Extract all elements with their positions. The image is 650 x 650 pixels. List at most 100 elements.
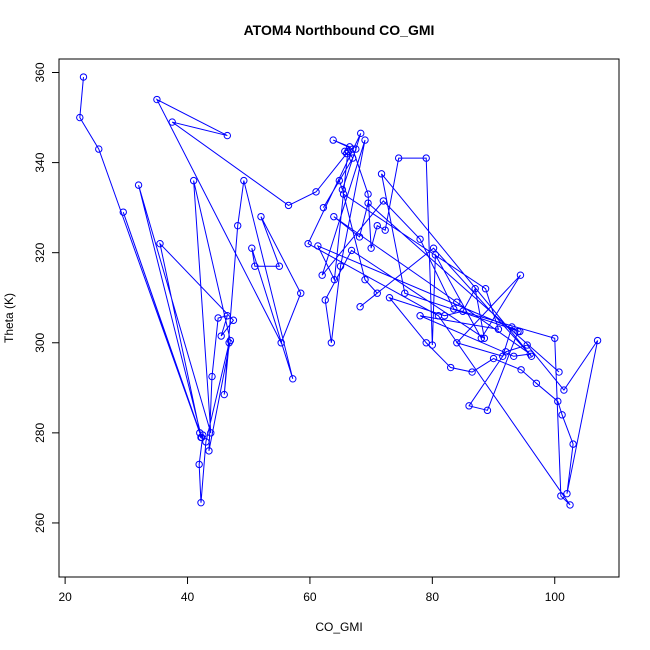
data-point <box>349 154 357 162</box>
data-point <box>379 197 388 205</box>
data-point <box>153 95 161 104</box>
data-point <box>338 185 347 194</box>
data-point <box>339 190 348 198</box>
data-point <box>517 366 525 374</box>
y-tick-label: 340 <box>33 152 47 172</box>
data-point <box>330 276 339 284</box>
data-point <box>327 339 336 347</box>
data-point <box>207 429 215 437</box>
data-point <box>217 332 225 340</box>
data-point <box>349 145 357 153</box>
data-point <box>284 201 293 210</box>
data-point <box>367 244 375 252</box>
data-point <box>321 296 329 304</box>
data-point <box>471 285 479 293</box>
data-point <box>373 289 381 297</box>
data-point <box>195 460 203 469</box>
data-point <box>361 136 369 144</box>
data-point <box>335 176 344 185</box>
data-point <box>223 312 232 320</box>
data-point <box>304 239 312 248</box>
data-point <box>516 327 524 336</box>
data-point <box>566 501 574 509</box>
data-point <box>489 354 498 363</box>
data-point <box>459 307 467 315</box>
y-tick-label: 300 <box>33 332 47 352</box>
data-point <box>555 368 563 376</box>
data-point <box>355 233 364 241</box>
y-axis-label: Theta (K) <box>2 293 16 343</box>
series-lines <box>79 76 599 506</box>
data-point <box>557 492 565 500</box>
data-point <box>220 390 228 399</box>
data-point <box>422 339 430 347</box>
data-point <box>523 341 531 349</box>
data-point <box>483 406 492 415</box>
data-point <box>225 339 233 347</box>
plot-frame <box>58 58 620 578</box>
x-axis-label: CO_GMI <box>315 620 362 634</box>
data-point <box>341 147 349 156</box>
data-point <box>134 181 143 189</box>
data-point <box>357 129 365 138</box>
data-point <box>119 208 127 216</box>
data-point <box>251 262 259 270</box>
data-point <box>312 188 320 196</box>
data-point <box>329 136 337 144</box>
data-point <box>257 212 265 221</box>
data-point <box>416 235 424 243</box>
data-point <box>202 438 210 446</box>
data-point <box>318 271 326 279</box>
data-point <box>551 334 559 342</box>
data-point <box>275 262 284 270</box>
data-point <box>385 294 394 302</box>
data-point <box>364 199 372 207</box>
data-point <box>516 271 525 279</box>
data-point <box>381 226 389 234</box>
data-point <box>593 336 602 345</box>
plot-area <box>58 58 620 578</box>
data-point <box>156 239 164 248</box>
x-tick-label: 20 <box>58 590 72 604</box>
data-point <box>569 440 577 448</box>
y-tick-label: 280 <box>33 423 47 443</box>
data-point <box>189 176 198 185</box>
data-point <box>508 323 516 331</box>
data-point <box>377 170 386 178</box>
y-axis: 260 280 300 320 340 360 <box>33 62 59 533</box>
data-point <box>481 285 490 293</box>
data-point <box>277 339 285 347</box>
y-tick-label: 260 <box>33 513 47 533</box>
data-point <box>344 147 352 156</box>
data-point <box>453 339 461 347</box>
data-point <box>95 145 103 153</box>
data-point <box>429 244 438 252</box>
data-point <box>208 372 216 381</box>
data-point <box>214 314 222 322</box>
y-tick-label: 320 <box>33 242 47 262</box>
series-line <box>79 76 599 506</box>
data-point <box>401 289 409 297</box>
x-tick-label: 80 <box>426 590 440 604</box>
data-point <box>205 447 213 455</box>
data-point <box>76 113 84 122</box>
data-point <box>229 316 238 324</box>
data-point <box>422 154 430 162</box>
data-point <box>356 303 364 311</box>
data-point <box>494 325 503 333</box>
data-point <box>558 411 566 419</box>
data-point <box>364 190 372 198</box>
x-axis: 20 40 60 80 100 <box>58 577 565 604</box>
data-point <box>394 154 403 162</box>
data-point <box>297 289 305 297</box>
data-point <box>347 246 356 255</box>
data-point <box>465 402 473 410</box>
data-point <box>526 350 534 358</box>
series-points <box>76 73 602 509</box>
data-point <box>336 262 345 270</box>
data-point <box>477 334 485 342</box>
data-point <box>361 276 369 284</box>
data-point <box>223 131 232 140</box>
data-point <box>416 312 424 320</box>
